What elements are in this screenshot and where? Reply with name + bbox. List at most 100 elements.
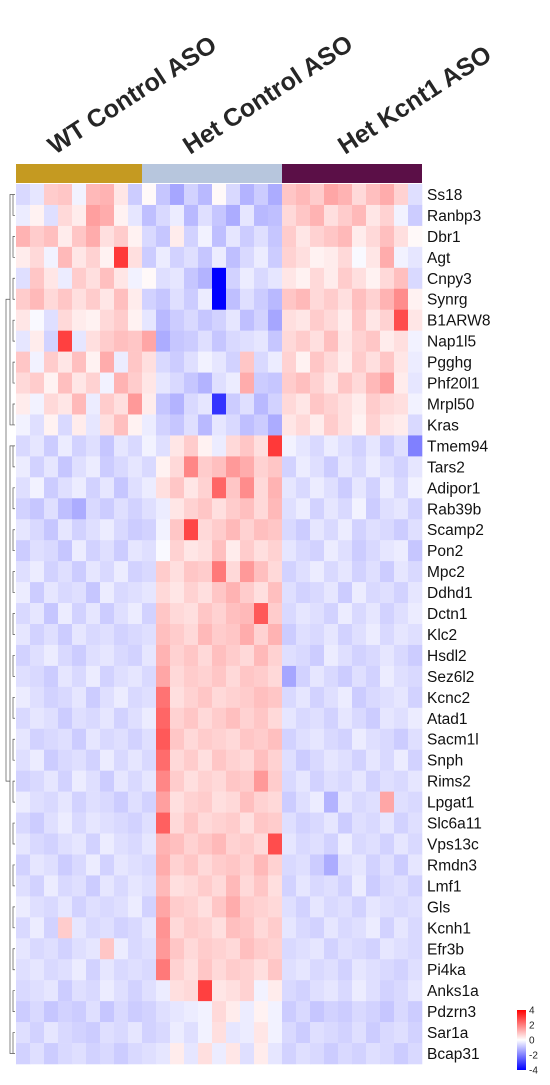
- heatmap-cell: [44, 603, 59, 625]
- heatmap-cell: [394, 288, 409, 311]
- heatmap-cell: [366, 372, 381, 394]
- heatmap-cell: [114, 1043, 129, 1065]
- heatmap-cell: [58, 288, 73, 311]
- heatmap-cell: [142, 980, 157, 1002]
- heatmap-cell: [226, 959, 241, 981]
- heatmap-cell: [72, 351, 87, 373]
- heatmap-cell: [352, 372, 367, 394]
- heatmap-cell: [408, 184, 423, 206]
- gene-label: Nap1l5: [427, 334, 476, 351]
- heatmap-cell: [44, 456, 59, 478]
- heatmap-cell: [268, 980, 283, 1002]
- heatmap-cell: [212, 456, 227, 478]
- heatmap-cell: [394, 1001, 409, 1023]
- heatmap-cell: [44, 854, 59, 876]
- heatmap-cell: [156, 749, 171, 771]
- heatmap-cell: [226, 707, 241, 730]
- heatmap-cell: [338, 1022, 353, 1044]
- heatmap-cell: [128, 204, 143, 227]
- heatmap-cell: [30, 540, 45, 562]
- gene-label: Phf20l1: [427, 376, 480, 393]
- heatmap-cell: [156, 686, 171, 709]
- heatmap-cell: [380, 938, 395, 960]
- heatmap-cell: [240, 393, 255, 415]
- heatmap-cell: [16, 1001, 31, 1023]
- heatmap-cell: [212, 854, 227, 876]
- heatmap-cell: [394, 728, 409, 751]
- heatmap-cell: [156, 854, 171, 876]
- heatmap-cell: [310, 812, 325, 834]
- heatmap-cell: [86, 204, 101, 227]
- heatmap-cell: [198, 938, 213, 960]
- heatmap-cell: [408, 204, 423, 227]
- heatmap-cell: [44, 707, 59, 730]
- heatmap-cell: [408, 561, 423, 583]
- heatmap-cell: [366, 770, 381, 792]
- heatmap-cell: [324, 309, 339, 331]
- gene-label: Tmem94: [427, 438, 489, 455]
- heatmap-cell: [170, 603, 185, 625]
- gene-label: B1ARW8: [427, 313, 490, 330]
- heatmap-cell: [324, 959, 339, 981]
- heatmap-cell: [100, 707, 115, 730]
- heatmap-cell: [184, 582, 199, 604]
- heatmap-cell: [226, 540, 241, 562]
- heatmap-cell: [198, 665, 213, 688]
- heatmap-cell: [86, 288, 101, 311]
- heatmap-cell: [72, 603, 87, 625]
- heatmap-cell: [366, 1001, 381, 1023]
- heatmap-cell: [352, 519, 367, 541]
- heatmap-cell: [184, 519, 199, 541]
- gene-label: Hsdl2: [427, 648, 467, 665]
- heatmap-cell: [198, 519, 213, 541]
- heatmap-cell: [100, 791, 115, 813]
- heatmap-cell: [408, 225, 423, 248]
- heatmap-cell: [86, 896, 101, 918]
- heatmap-cell: [44, 665, 59, 688]
- heatmap-cell: [380, 707, 395, 730]
- heatmap-cell: [184, 603, 199, 625]
- heatmap-cell: [30, 644, 45, 667]
- heatmap-cell: [16, 225, 31, 248]
- heatmap-cell: [310, 540, 325, 562]
- heatmap-cell: [72, 938, 87, 960]
- heatmap-cell: [30, 288, 45, 311]
- heatmap-cell: [114, 225, 129, 248]
- heatmap-cell: [72, 309, 87, 331]
- heatmap-cell: [114, 896, 129, 918]
- heatmap-cell: [296, 184, 311, 206]
- heatmap-cell: [324, 225, 339, 248]
- heatmap-cell: [142, 267, 157, 290]
- heatmap-cell: [156, 309, 171, 331]
- heatmap-cell: [240, 204, 255, 227]
- heatmap-cell: [240, 812, 255, 834]
- heatmap-cell: [114, 812, 129, 834]
- heatmap-cell: [310, 749, 325, 771]
- heatmap-cell: [100, 665, 115, 688]
- heatmap-cell: [114, 414, 129, 436]
- heatmap-cell: [128, 330, 143, 352]
- heatmap-cell: [114, 477, 129, 499]
- heatmap-cell: [30, 707, 45, 730]
- heatmap-cell: [282, 624, 297, 646]
- heatmap-cell: [282, 1043, 297, 1065]
- heatmap-cell: [310, 330, 325, 352]
- gene-label: Synrg: [427, 292, 468, 309]
- heatmap-cell: [142, 728, 157, 751]
- heatmap-cell: [380, 665, 395, 688]
- heatmap-cell: [100, 204, 115, 227]
- heatmap-cell: [268, 791, 283, 813]
- heatmap-cell: [142, 498, 157, 520]
- heatmap-cell: [198, 770, 213, 792]
- heatmap-cell: [184, 896, 199, 918]
- heatmap-cell: [114, 686, 129, 709]
- heatmap-cell: [324, 414, 339, 436]
- heatmap-cell: [58, 854, 73, 876]
- heatmap-cell: [114, 624, 129, 646]
- heatmap-cell: [338, 665, 353, 688]
- heatmap-cell: [324, 456, 339, 478]
- heatmap-cell: [72, 184, 87, 206]
- heatmap-cell: [30, 959, 45, 981]
- heatmap-cell: [58, 728, 73, 751]
- heatmap-cell: [72, 686, 87, 709]
